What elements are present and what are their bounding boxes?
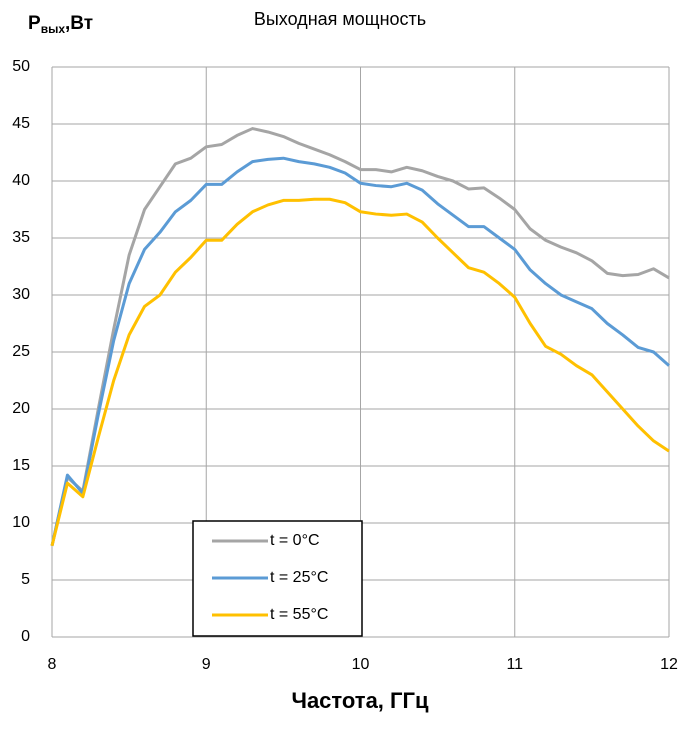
y-tick-label: 20 — [12, 400, 30, 417]
y-tick-label: 25 — [12, 343, 30, 360]
y-tick-label: 0 — [21, 628, 30, 645]
y-tick-label: 45 — [12, 115, 30, 132]
y-tick-label: 5 — [21, 571, 30, 588]
x-tick-label: 12 — [660, 656, 678, 673]
chart-title: Выходная мощность — [254, 9, 426, 29]
y-label-sub: вых — [41, 22, 66, 36]
x-tick-label: 8 — [48, 656, 57, 673]
y-label-unit: ,Вт — [65, 13, 93, 34]
x-tick-label: 11 — [506, 656, 523, 673]
x-tick-label: 9 — [202, 656, 211, 673]
y-tick-label: 10 — [12, 514, 30, 531]
y-tick-label: 15 — [12, 457, 30, 474]
legend-label: t = 0°C — [270, 532, 320, 549]
y-tick-label: 35 — [12, 229, 30, 246]
y-axis-label: Pвых,Вт — [28, 13, 93, 36]
legend-label: t = 25°C — [270, 569, 328, 586]
series-line — [50, 127, 670, 547]
y-tick-label: 30 — [12, 286, 30, 303]
x-axis-label: Частота, ГГц — [291, 688, 428, 713]
x-tick-label: 10 — [352, 656, 370, 673]
y-label-main: P — [28, 13, 41, 34]
series-line — [50, 156, 670, 547]
series-line — [50, 197, 670, 547]
legend-label: t = 55°C — [270, 606, 328, 623]
y-tick-label: 40 — [12, 172, 30, 189]
y-tick-label: 50 — [12, 58, 30, 75]
